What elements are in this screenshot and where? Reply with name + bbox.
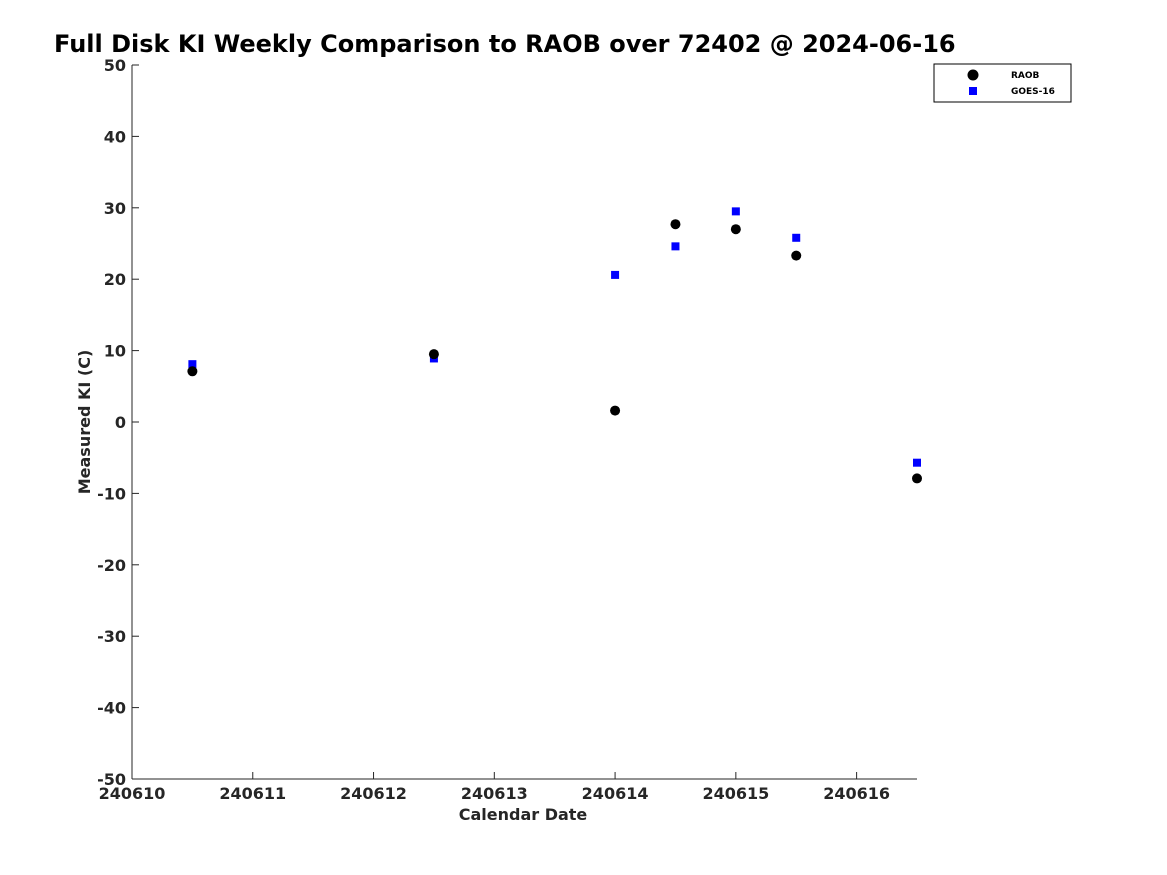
axes: [131, 65, 917, 780]
goes16-point: [792, 233, 801, 242]
y-tick-label: -40: [97, 699, 126, 718]
y-tick-label: 20: [104, 270, 126, 289]
y-tick-label: -10: [97, 484, 126, 503]
x-tick-label: 240616: [823, 784, 890, 803]
chart-title: Full Disk KI Weekly Comparison to RAOB o…: [54, 30, 956, 58]
x-tick-label: 240610: [99, 784, 166, 803]
raob-point: [670, 219, 681, 230]
y-tick-label: 50: [104, 56, 126, 75]
goes16-point: [611, 270, 620, 279]
y-axis-label: Measured KI (C): [75, 350, 94, 495]
y-tick-label: 0: [115, 413, 126, 432]
legend-box: [933, 63, 1072, 103]
goes16-point: [913, 458, 921, 467]
x-ticks: 240610 240611 240612 240613 240614 240615 2406…: [99, 772, 890, 803]
y-tick-label: 40: [104, 127, 126, 146]
legend-marker-goes: [969, 87, 977, 95]
goes16-point: [671, 242, 680, 251]
x-tick-label: 240614: [582, 784, 649, 803]
raob-point: [610, 405, 621, 416]
raob-point: [428, 349, 439, 360]
legend-marker-raob: [967, 69, 979, 81]
raob-point: [187, 366, 198, 377]
legend-label-goes: GOES-16: [1011, 87, 1055, 97]
data-points: [187, 207, 922, 484]
y-tick-label: 30: [104, 199, 126, 218]
y-tick-label: -30: [97, 627, 126, 646]
raob-point: [791, 250, 802, 261]
x-tick-label: 240615: [702, 784, 769, 803]
raob-point: [912, 473, 922, 484]
y-tick-label: -50: [97, 770, 126, 789]
y-tick-label: 10: [104, 342, 126, 361]
y-tick-label: -20: [97, 556, 126, 575]
legend: RAOB GOES-16: [933, 63, 1072, 103]
x-tick-label: 240613: [461, 784, 528, 803]
goes16-point: [188, 360, 197, 369]
x-tick-label: 240612: [340, 784, 407, 803]
raob-point: [730, 224, 741, 235]
y-ticks: -50 -40 -30 -20 -10 0 10 20 30 40 50: [97, 56, 139, 789]
x-tick-label: 240611: [219, 784, 286, 803]
legend-label-raob: RAOB: [1011, 71, 1040, 81]
x-axis-label: Calendar Date: [459, 805, 588, 824]
goes16-point: [731, 207, 740, 216]
